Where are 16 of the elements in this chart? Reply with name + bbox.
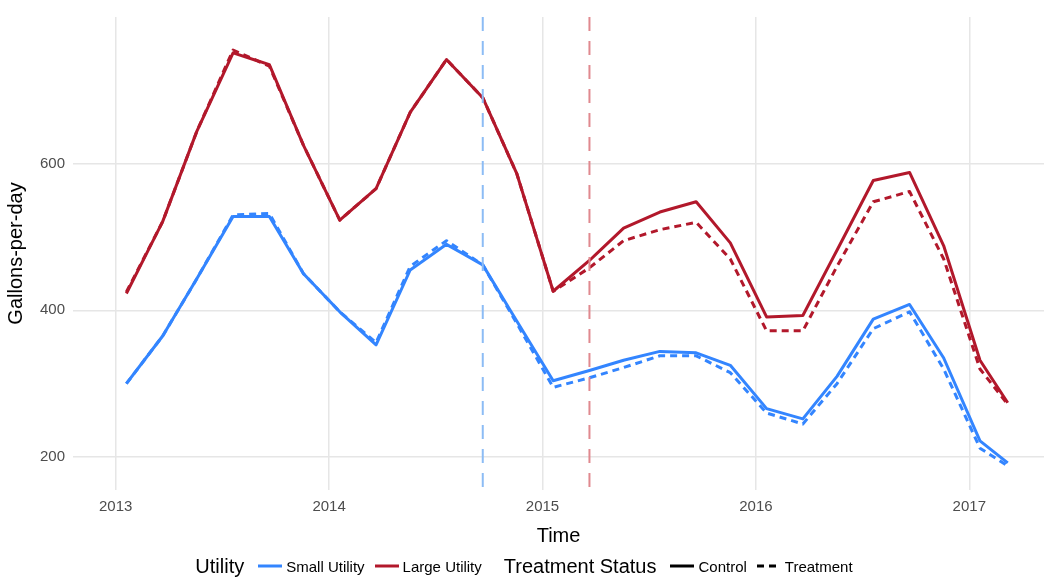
- text: Treatment: [784, 557, 853, 575]
- x-tick-label: 2014: [312, 497, 346, 515]
- x-tick-label: 2016: [739, 497, 773, 515]
- y-tick-label: 200: [40, 447, 66, 465]
- text: Treatment Status: [503, 554, 657, 578]
- x-tick-label: 2013: [99, 497, 133, 515]
- legend-label: Small Utility: [286, 557, 365, 575]
- x-tick-label: 2017: [952, 497, 986, 515]
- text: Control: [698, 557, 747, 575]
- x-axis-title: Time: [536, 523, 581, 546]
- legend-title: Utility: [195, 554, 245, 578]
- x-tick-label: 2015: [525, 497, 560, 515]
- y-axis-title: Gallons-per-day: [3, 182, 26, 325]
- y-tick-label: 600: [40, 153, 66, 171]
- legend-label: Large Utility: [402, 557, 482, 575]
- y-tick-label: 400: [40, 300, 66, 318]
